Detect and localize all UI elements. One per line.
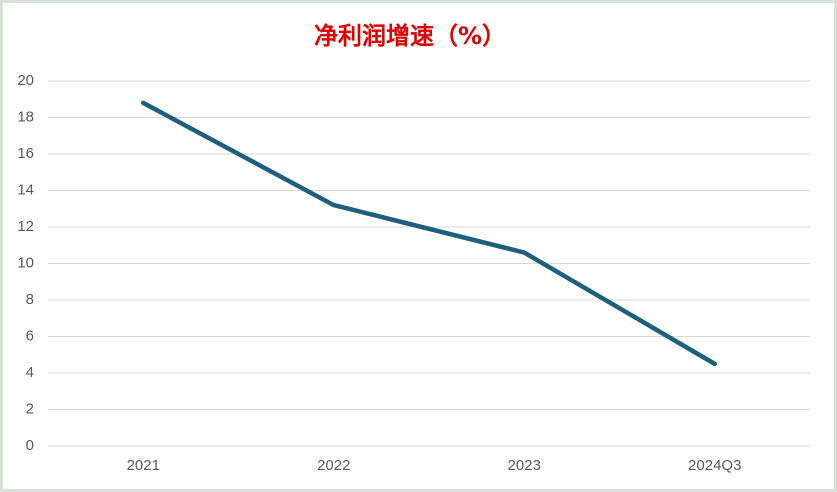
x-tick-label: 2024Q3 [688, 457, 741, 474]
y-tick-label: 16 [17, 145, 34, 162]
y-tick-label: 4 [26, 364, 34, 381]
x-tick-label: 2022 [317, 457, 350, 474]
y-tick-label: 0 [26, 437, 34, 454]
y-tick-label: 18 [17, 108, 34, 125]
x-tick-label: 2023 [508, 457, 541, 474]
y-tick-label: 6 [26, 327, 34, 344]
y-tick-label: 10 [17, 254, 34, 271]
y-tick-label: 12 [17, 218, 34, 235]
y-tick-label: 2 [26, 400, 34, 417]
y-tick-label: 20 [17, 72, 34, 89]
chart-title: 净利润增速（%） [314, 22, 506, 50]
line [141, 100, 717, 367]
x-tick-label: 2021 [127, 457, 160, 474]
y-tick-label: 14 [17, 181, 34, 198]
y-tick-label: 8 [26, 291, 34, 308]
